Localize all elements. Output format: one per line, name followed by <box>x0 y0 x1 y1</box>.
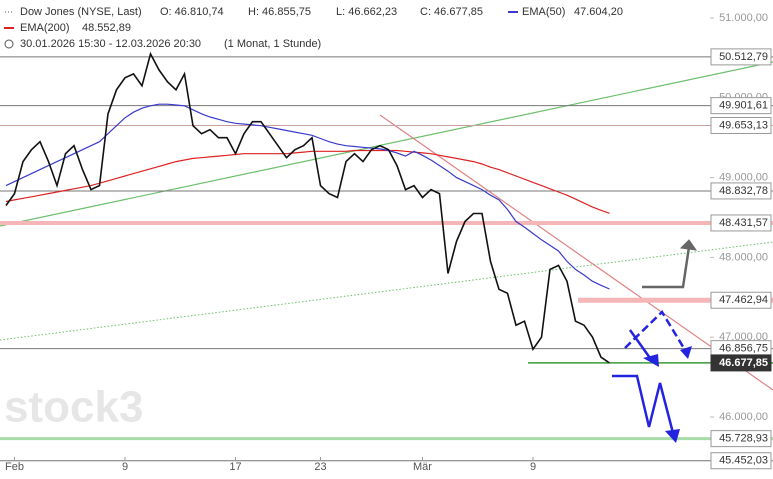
scenario-arrows <box>612 239 698 443</box>
level-label: 46.677,85 <box>719 357 768 369</box>
level-label-box <box>710 291 772 309</box>
close: C: 46.677,85 <box>420 6 483 18</box>
legend-value: 47.604,20 <box>574 6 623 18</box>
open: O: 46.810,74 <box>160 6 224 18</box>
x-tick-label: 9 <box>530 461 536 473</box>
arrow-head <box>679 239 698 251</box>
level-label: 45.452,03 <box>719 455 768 467</box>
high: H: 46.855,75 <box>248 6 311 18</box>
series-line <box>5 51 610 364</box>
trendline-support <box>0 61 773 227</box>
y-tick-label: 49.000,00 <box>719 172 768 184</box>
legend-label: EMA(50) <box>522 6 565 18</box>
arrow-up <box>642 246 691 289</box>
level-label-box <box>710 116 772 134</box>
x-tick-label: Feb <box>5 461 24 473</box>
instrument: Dow Jones (NYSE, Last) <box>20 6 142 18</box>
x-tick-label: 9 <box>122 461 128 473</box>
axis: 51.000,0050.000,0049.000,0048.000,0047.0… <box>5 12 772 473</box>
resolution: (1 Monat, 1 Stunde) <box>224 38 321 50</box>
arrow-short <box>628 329 652 359</box>
level-label: 46.856,75 <box>719 343 768 355</box>
x-tick-label: 17 <box>229 461 241 473</box>
arrow-dashed <box>624 310 687 351</box>
header-bg <box>0 2 420 52</box>
watermark: stock3 <box>4 383 143 432</box>
legend-value: 48.552,89 <box>82 22 131 34</box>
level-label-box <box>710 354 772 372</box>
y-tick-label: 46.000,00 <box>719 411 768 423</box>
level-label: 48.832,78 <box>719 185 768 197</box>
legend-label: EMA(200) <box>20 22 70 34</box>
x-tick-label: Mär <box>413 461 432 473</box>
level-label-box <box>710 430 772 448</box>
y-tick-label: 51.000,00 <box>719 12 768 24</box>
y-tick-label: 47.000,00 <box>719 331 768 343</box>
clock-icon <box>4 39 14 49</box>
arrow-head <box>643 354 659 367</box>
low: L: 46.662,23 <box>336 6 397 18</box>
trendline-dotted <box>0 241 773 341</box>
series-line <box>5 149 610 214</box>
series <box>5 51 610 364</box>
series-line <box>5 103 610 290</box>
level-label: 45.728,93 <box>719 433 768 445</box>
level-label: 48.431,57 <box>719 217 768 229</box>
level-label-box <box>710 97 772 115</box>
level-label-box <box>710 452 772 470</box>
header-icon: ··· <box>4 6 13 16</box>
level-label: 47.462,94 <box>719 294 768 306</box>
level-label-box <box>710 214 772 232</box>
level-label-box <box>710 182 772 200</box>
header: ··· Dow Jones (NYSE, Last) O: 46.810,74 … <box>0 2 623 52</box>
trendline-resistance <box>379 114 773 391</box>
y-tick-label: 48.000,00 <box>719 251 768 263</box>
x-tick-label: 23 <box>314 461 326 473</box>
arrow-down <box>612 374 675 434</box>
arrow-head <box>665 429 680 443</box>
level-label: 49.901,61 <box>719 100 768 112</box>
level-label: 50.512,79 <box>719 51 768 63</box>
arrow-head <box>680 346 692 359</box>
level-label: 49.653,13 <box>719 119 768 131</box>
level-label-box <box>710 48 772 66</box>
period: 30.01.2026 15:30 - 12.03.2026 20:30 <box>20 38 201 50</box>
